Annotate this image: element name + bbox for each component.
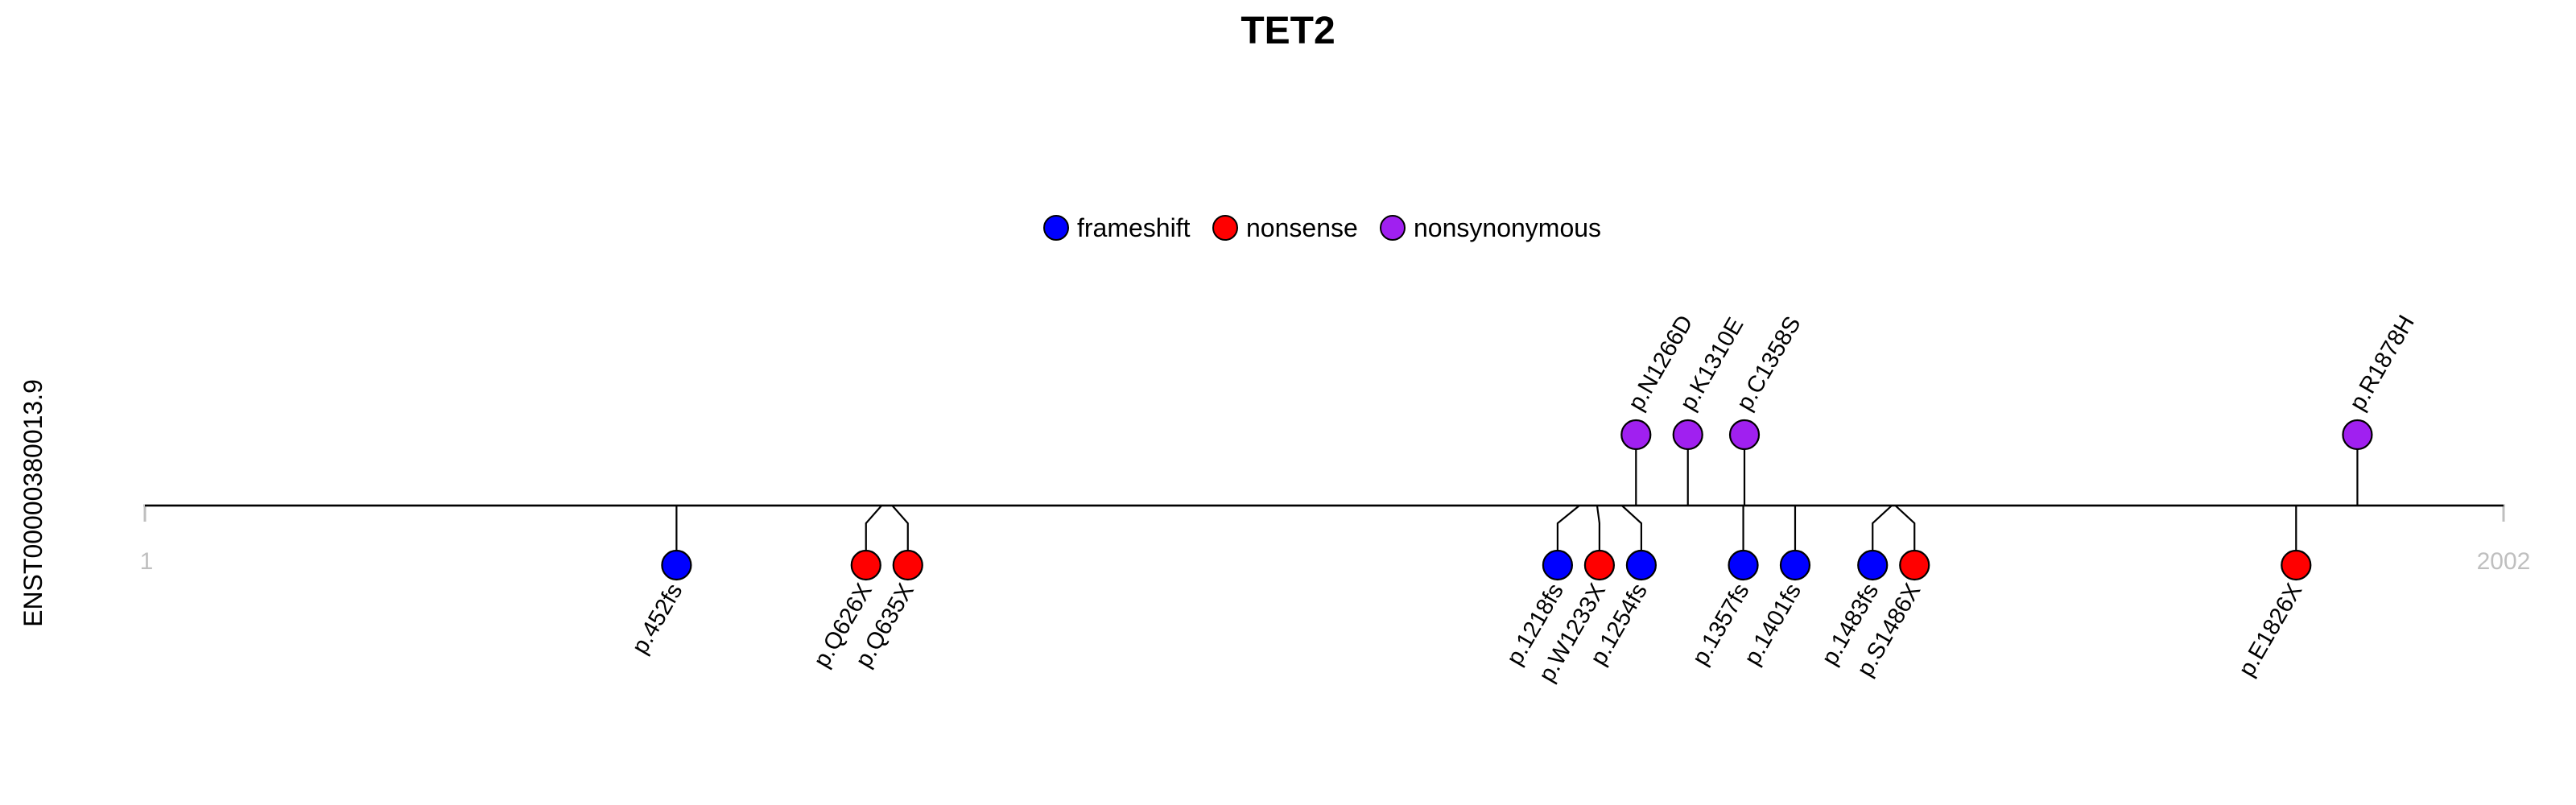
mutation-dot-p-452fs <box>661 549 692 581</box>
mutation-dot-p-n1266d <box>1620 419 1652 451</box>
mutation-label-p-r1878h: p.R1878H <box>2345 311 2420 415</box>
mutation-dot-p-1401fs <box>1779 549 1811 581</box>
legend-label-frameshift: frameshift <box>1077 213 1191 242</box>
mutation-dot-p-s1486x <box>1899 549 1930 581</box>
mutation-stem-p-q626x <box>865 505 882 551</box>
mutation-dot-p-1483fs <box>1857 549 1889 581</box>
mutation-label-p-452fs: p.452fs <box>627 580 687 658</box>
mutation-dot-p-q626x <box>850 549 881 581</box>
legend-item-frameshift: frameshift <box>1043 213 1191 242</box>
mutation-dot-p-c1358s <box>1728 419 1761 451</box>
mutation-stem-p-1218fs <box>1556 505 1580 551</box>
x-axis: 1 2002 <box>140 504 2531 575</box>
y-axis-label: ENST00000380013.9 <box>19 379 47 627</box>
mutation-dot-p-1218fs <box>1542 549 1574 581</box>
mutation-dot-p-r1878h <box>2342 419 2373 451</box>
chart-title: TET2 <box>1241 10 1335 52</box>
mutation-dot-p-q635x <box>892 549 923 581</box>
mutation-stem-p-1254fs <box>1620 505 1643 551</box>
mutation-dot-p-1254fs <box>1625 549 1657 581</box>
mutation-dot-p-k1310e <box>1672 419 1703 451</box>
legend-label-nonsense: nonsense <box>1246 213 1358 242</box>
legend-marker-frameshift <box>1043 215 1069 241</box>
mutation-dot-p-e1826x <box>2281 549 2312 581</box>
legend-item-nonsynonymous: nonsynonymous <box>1380 213 1601 242</box>
mutation-dot-p-1357fs <box>1728 549 1759 581</box>
mutation-stem-p-1483fs <box>1872 505 1893 551</box>
mutation-stem-p-w1233x <box>1596 505 1601 551</box>
tick-label-start: 1 <box>140 548 154 575</box>
legend-marker-nonsense <box>1212 215 1238 241</box>
legend-marker-nonsynonymous <box>1380 215 1406 241</box>
mutation-dot-p-w1233x <box>1583 549 1616 581</box>
legend: frameshift nonsense nonsynonymous <box>1043 213 1601 242</box>
legend-item-nonsense: nonsense <box>1212 213 1358 242</box>
mutation-label-p-e1826x: p.E1826X <box>2234 580 2307 681</box>
mutation-stem-p-s1486x <box>1894 505 1916 551</box>
legend-label-nonsynonymous: nonsynonymous <box>1414 213 1601 242</box>
mutation-dots <box>661 419 2373 581</box>
mutation-stems <box>675 449 2359 551</box>
mutation-stem-p-q635x <box>891 505 909 551</box>
tick-label-end: 2002 <box>2477 548 2531 575</box>
